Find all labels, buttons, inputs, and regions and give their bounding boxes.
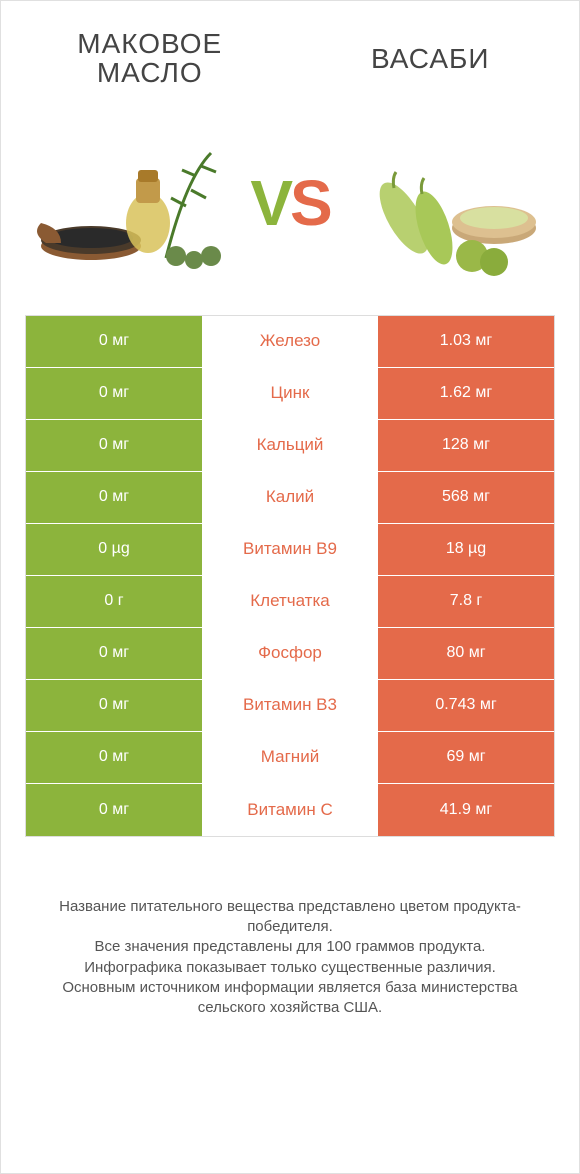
nutrient-cell: Витамин C <box>202 784 378 836</box>
left-value-cell: 0 мг <box>26 472 202 523</box>
footer-line-4: Основным источником информации является … <box>33 978 547 1019</box>
comparison-table: 0 мгЖелезо1.03 мг0 мгЦинк1.62 мг0 мгКаль… <box>25 315 555 837</box>
nutrient-cell: Железо <box>202 316 378 367</box>
left-value-cell: 0 г <box>26 576 202 627</box>
nutrient-cell: Кальций <box>202 420 378 471</box>
left-product-image <box>25 116 248 291</box>
left-value-cell: 0 мг <box>26 680 202 731</box>
wasabi-icon <box>344 128 544 278</box>
right-value-cell: 1.62 мг <box>378 368 554 419</box>
vs-letter-v: V <box>250 167 290 239</box>
titles-row: МАКОВОЕ МАСЛО ВАСАБИ <box>25 29 555 88</box>
table-row: 0 µgВитамин B918 µg <box>26 524 554 576</box>
table-row: 0 гКлетчатка7.8 г <box>26 576 554 628</box>
left-value-cell: 0 мг <box>26 316 202 367</box>
left-value-cell: 0 мг <box>26 732 202 783</box>
table-row: 0 мгВитамин B30.743 мг <box>26 680 554 732</box>
table-row: 0 мгКальций128 мг <box>26 420 554 472</box>
right-value-cell: 41.9 мг <box>378 784 554 836</box>
vs-label: VS <box>250 171 329 235</box>
table-row: 0 мгЖелезо1.03 мг <box>26 316 554 368</box>
footer-notes: Название питательного вещества представл… <box>25 897 555 1027</box>
nutrient-cell: Магний <box>202 732 378 783</box>
nutrient-cell: Витамин B3 <box>202 680 378 731</box>
right-value-cell: 128 мг <box>378 420 554 471</box>
table-row: 0 мгВитамин C41.9 мг <box>26 784 554 836</box>
right-value-cell: 18 µg <box>378 524 554 575</box>
left-value-cell: 0 µg <box>26 524 202 575</box>
right-product-title: ВАСАБИ <box>316 44 546 73</box>
right-value-cell: 69 мг <box>378 732 554 783</box>
right-value-cell: 0.743 мг <box>378 680 554 731</box>
left-value-cell: 0 мг <box>26 784 202 836</box>
nutrient-cell: Витамин B9 <box>202 524 378 575</box>
footer-line-1: Название питательного вещества представл… <box>33 897 547 938</box>
nutrient-cell: Цинк <box>202 368 378 419</box>
left-value-cell: 0 мг <box>26 628 202 679</box>
nutrient-cell: Фосфор <box>202 628 378 679</box>
table-row: 0 мгКалий568 мг <box>26 472 554 524</box>
right-value-cell: 7.8 г <box>378 576 554 627</box>
footer-line-3: Инфографика показывает только существенн… <box>33 958 547 978</box>
table-row: 0 мгМагний69 мг <box>26 732 554 784</box>
vs-letter-s: S <box>290 167 330 239</box>
poppy-oil-icon <box>36 128 236 278</box>
right-product-image <box>332 116 555 291</box>
right-value-cell: 80 мг <box>378 628 554 679</box>
nutrient-cell: Клетчатка <box>202 576 378 627</box>
footer-line-2: Все значения представлены для 100 граммо… <box>33 937 547 957</box>
hero-row: VS <box>25 116 555 291</box>
left-value-cell: 0 мг <box>26 420 202 471</box>
right-value-cell: 568 мг <box>378 472 554 523</box>
table-row: 0 мгЦинк1.62 мг <box>26 368 554 420</box>
infographic-container: МАКОВОЕ МАСЛО ВАСАБИ VS <box>0 0 580 1174</box>
right-value-cell: 1.03 мг <box>378 316 554 367</box>
nutrient-cell: Калий <box>202 472 378 523</box>
left-value-cell: 0 мг <box>26 368 202 419</box>
left-product-title: МАКОВОЕ МАСЛО <box>35 29 265 88</box>
table-row: 0 мгФосфор80 мг <box>26 628 554 680</box>
